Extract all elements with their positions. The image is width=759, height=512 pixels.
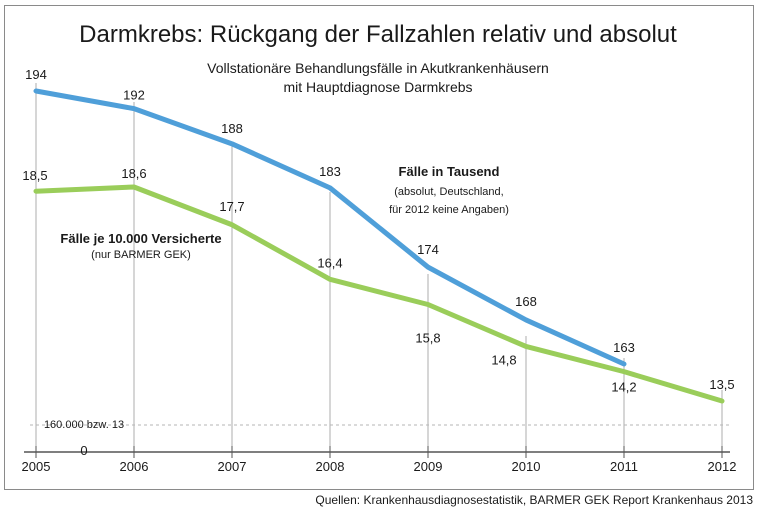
blue-data-label-2010: 168 — [515, 294, 537, 309]
series-lines — [33, 88, 725, 404]
data-labels: 194 18,5 192 18,6 188 17,7 183 16,4 174 15,8 168 14… — [22, 67, 734, 395]
blue-data-label-2005: 194 — [25, 67, 47, 82]
green-data-label-2011: 14,2 — [611, 380, 636, 395]
chart-subtitle-line-1: Vollstationäre Behandlungsfälle in Akutk… — [207, 60, 549, 76]
green-data-label-2006: 18,6 — [121, 166, 146, 181]
chart-subtitle-line-2: mit Hauptdiagnose Darmkrebs — [283, 79, 472, 95]
blue-data-label-2008: 183 — [319, 164, 341, 179]
green-data-label-2010: 14,8 — [491, 352, 516, 367]
green-series-note-1: (nur BARMER GEK) — [91, 249, 191, 261]
baseline-label: 160.000 bzw. 13 — [44, 419, 124, 431]
green-data-label-2008: 16,4 — [317, 255, 342, 270]
x-axis: 2005 2006 2007 2008 2009 2010 2011 2012 — [22, 446, 737, 474]
green-data-label-2005: 18,5 — [22, 168, 47, 183]
x-tick-label-2011: 2011 — [610, 459, 638, 474]
chart-title: Darmkrebs: Rückgang der Fallzahlen relat… — [79, 21, 677, 48]
x-tick-label-2005: 2005 — [22, 459, 51, 474]
blue-series-note-2: für 2012 keine Angaben) — [389, 204, 509, 216]
blue-data-label-2007: 188 — [221, 121, 243, 136]
x-tick-label-2009: 2009 — [414, 459, 443, 474]
blue-data-label-2006: 192 — [123, 88, 145, 103]
blue-series-name: Fälle in Tausend — [399, 164, 500, 179]
blue-series-note-1: (absolut, Deutschland, — [394, 186, 503, 198]
x-tick-label-2010: 2010 — [512, 459, 541, 474]
x-tick-label-2006: 2006 — [120, 459, 149, 474]
green-data-label-2007: 17,7 — [219, 199, 244, 214]
x-tick-label-2012: 2012 — [708, 459, 737, 474]
guide-lines — [30, 83, 730, 452]
green-data-label-2009: 15,8 — [415, 330, 440, 345]
blue-data-label-2009: 174 — [417, 242, 439, 257]
green-series-name: Fälle je 10.000 Versicherte — [60, 231, 221, 246]
green-data-label-2012: 13,5 — [709, 377, 734, 392]
x-tick-label-2007: 2007 — [218, 459, 247, 474]
blue-data-label-2011: 163 — [613, 340, 635, 355]
chart-frame — [4, 5, 754, 490]
source-note: Quellen: Krankenhausdiagnosestatistik, B… — [315, 493, 753, 507]
x-tick-label-2008: 2008 — [316, 459, 345, 474]
zero-label: 0 — [80, 443, 87, 458]
series-line-faelle-je-10000 — [33, 184, 725, 404]
series-line-faelle-in-tausend — [33, 88, 627, 367]
